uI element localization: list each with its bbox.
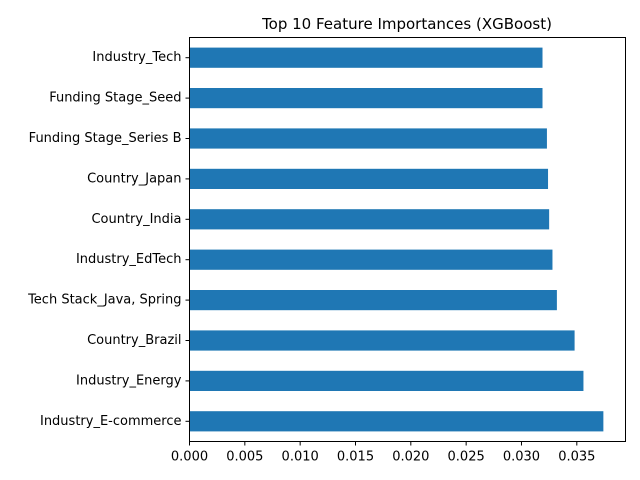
x-tick-label: 0.020 xyxy=(392,450,429,465)
bar-5 xyxy=(189,249,553,270)
bar-4 xyxy=(189,209,550,230)
bar-9 xyxy=(189,411,604,432)
y-tick-label: Industry_Energy xyxy=(76,373,182,388)
y-tick-label: Country_Japan xyxy=(87,171,181,186)
bar-3 xyxy=(189,168,549,189)
bar-2 xyxy=(189,128,547,149)
y-tick-label: Funding Stage_Seed xyxy=(49,91,181,106)
y-tick-label: Tech Stack_Java, Spring xyxy=(27,293,181,308)
x-tick-label: 0.030 xyxy=(503,450,540,465)
bar-6 xyxy=(189,290,557,311)
y-tick-label: Industry_Tech xyxy=(92,50,181,65)
y-tick-label: Industry_EdTech xyxy=(76,252,182,267)
bars-group xyxy=(189,47,604,432)
axes-frame xyxy=(189,37,626,442)
bar-8 xyxy=(189,370,584,391)
x-tick-label: 0.015 xyxy=(337,450,374,465)
chart-title: Top 10 Feature Importances (XGBoost) xyxy=(261,15,552,33)
bar-7 xyxy=(189,330,575,351)
y-tick-label: Funding Stage_Series B xyxy=(29,131,182,146)
x-tick-label: 0.005 xyxy=(226,450,263,465)
bar-0 xyxy=(189,47,543,68)
x-axis-ticks: 0.000 0.005 0.010 0.015 0.020 0.025 0.030 0.035 xyxy=(171,441,595,465)
x-tick-label: 0.035 xyxy=(558,450,595,465)
bar-1 xyxy=(189,88,543,109)
x-tick-label: 0.010 xyxy=(282,450,319,465)
y-tick-label: Industry_E-commerce xyxy=(40,414,182,429)
y-tick-label: Country_India xyxy=(91,212,181,227)
y-tick-label: Country_Brazil xyxy=(87,333,181,348)
x-tick-label: 0.000 xyxy=(171,450,208,465)
y-axis-ticks: Industry_Tech Funding Stage_Seed Funding S… xyxy=(27,50,190,429)
x-tick-label: 0.025 xyxy=(448,450,485,465)
